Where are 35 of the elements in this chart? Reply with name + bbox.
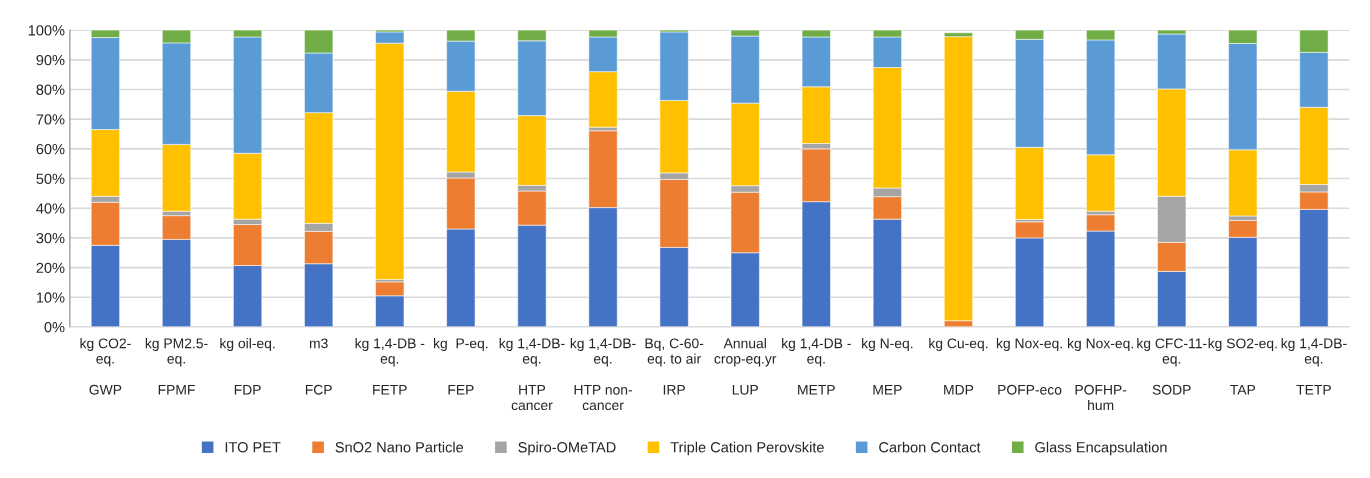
- category-label: kg oil-eq. FDP: [220, 338, 275, 395]
- category-label: Bq, C-60- eq. to air IRP: [645, 338, 704, 395]
- category-label: kg Cu-eq. MDP: [929, 338, 988, 395]
- y-tick-label: 90%: [36, 54, 65, 66]
- y-tick-label: 70%: [36, 114, 65, 125]
- category-label: kg P-eq. FEP: [434, 338, 488, 395]
- y-tick-label: 10%: [36, 292, 65, 303]
- category-label: kg Nox-eq. POFP-eco: [996, 338, 1062, 395]
- category-label: Annual crop-eq.yr LUP: [714, 338, 777, 395]
- category-label: kg PM2.5- eq. FPMF: [145, 338, 208, 395]
- y-tick-label: 30%: [36, 233, 65, 244]
- category-label: kg 1,4-DB- eq. HTP non- cancer: [570, 338, 636, 411]
- y-tick-label: 100%: [28, 25, 65, 36]
- legend-label: ITO PET: [225, 442, 281, 453]
- category-label: kg 1,4-DB - eq. METP: [782, 338, 851, 395]
- category-label: kg SO2-eq. TAP: [1208, 338, 1277, 395]
- legend-label: Triple Cation Perovskite: [670, 441, 824, 456]
- category-label: kg Nox-eq. POFHP- hum: [1068, 338, 1133, 411]
- category-label: kg CO2- eq. GWP: [80, 338, 131, 395]
- y-tick-label: 40%: [36, 203, 65, 214]
- category-label: kg 1,4-DB- eq. TETP: [1281, 338, 1347, 395]
- legend-label: Glass Encapsulation: [1035, 441, 1167, 456]
- category-label: kg 1,4-DB - eq. FETP: [355, 338, 425, 395]
- y-tick-label: 60%: [36, 143, 65, 155]
- y-tick-label: 20%: [36, 262, 65, 274]
- y-tick-label: 80%: [36, 84, 65, 95]
- legend-label: SnO2 Nano Particle: [335, 441, 464, 453]
- category-label: kg N-eq. MEP: [862, 338, 913, 395]
- y-tick-label: 50%: [36, 173, 65, 184]
- category-label: kg CFC-11- eq. SODP: [1137, 338, 1207, 395]
- y-tick-label: 0%: [44, 322, 65, 333]
- legend-label: Spiro-OMeTAD: [518, 441, 616, 456]
- category-label: kg 1,4-DB- eq. HTP cancer: [499, 338, 565, 411]
- legend-label: Carbon Contact: [879, 441, 981, 453]
- category-label: m3 FCP: [305, 338, 332, 395]
